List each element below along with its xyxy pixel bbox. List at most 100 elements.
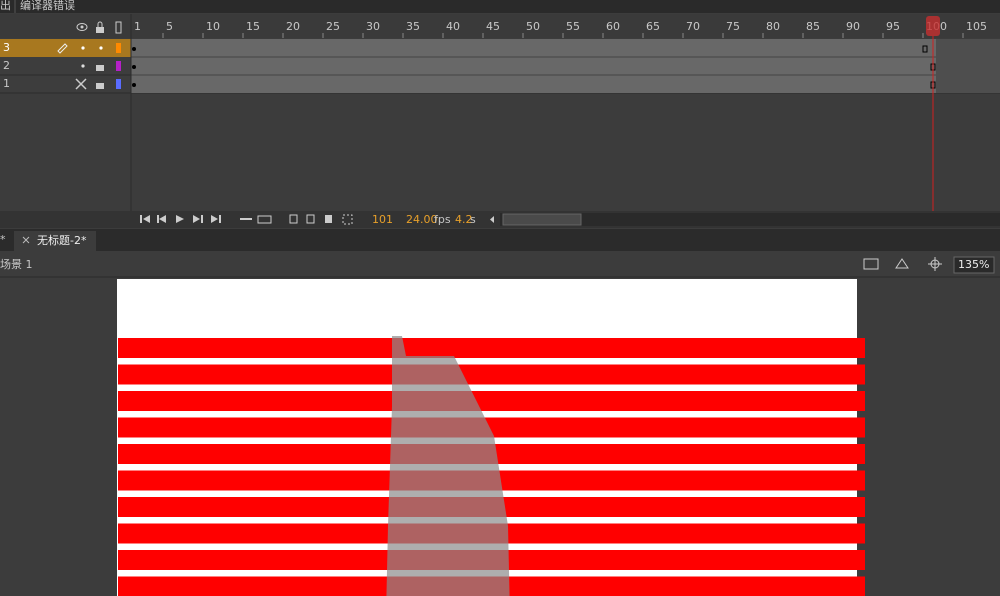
visible-dot[interactable] [81, 64, 85, 68]
lock-icon[interactable] [96, 83, 104, 89]
lock-icon[interactable] [96, 27, 104, 33]
scene-name[interactable]: 场景 1 [0, 257, 33, 271]
step-forward-bar [201, 215, 203, 223]
keyframe [132, 47, 136, 51]
stripe [118, 417, 865, 438]
zoom-box[interactable] [953, 256, 995, 274]
tab-compiler-errors[interactable]: 编译器错误 [20, 0, 75, 12]
last-frame-bar [219, 215, 221, 223]
scene-bar [0, 251, 1000, 277]
frames-span [131, 39, 936, 93]
frame-number: 55 [566, 20, 580, 33]
layer-name[interactable]: 3 [3, 41, 10, 54]
frame-number: 85 [806, 20, 820, 33]
elapsed-time[interactable]: 4.2 [455, 213, 473, 226]
stripe [118, 391, 865, 411]
keyframe [132, 83, 136, 87]
frame-number: 80 [766, 20, 780, 33]
first-frame-arrow [143, 215, 150, 223]
layer-color[interactable] [116, 61, 121, 71]
layer-name[interactable]: 2 [3, 59, 10, 72]
last-frame[interactable] [211, 215, 218, 223]
edit-multiple[interactable] [325, 215, 332, 223]
scroll-left[interactable] [490, 216, 494, 223]
eye-pupil [80, 25, 84, 29]
top-strip [0, 0, 1000, 13]
frame-number: 40 [446, 20, 460, 33]
frame-number: 20 [286, 20, 300, 33]
layer-row[interactable] [0, 75, 131, 93]
timeline-header [0, 14, 1000, 38]
frame-number: 25 [326, 20, 340, 33]
frame-number: 105 [966, 20, 987, 33]
frame-number: 10 [206, 20, 220, 33]
stripe [118, 338, 865, 358]
eye-icon[interactable] [76, 23, 88, 31]
playhead-handle[interactable] [926, 16, 940, 36]
play[interactable] [176, 215, 184, 223]
active-doc-tab[interactable] [14, 231, 96, 251]
frame-number: 30 [366, 20, 380, 33]
first-frame[interactable] [140, 215, 142, 223]
frame-number: 70 [686, 20, 700, 33]
end-frame [922, 45, 928, 53]
lock-dot[interactable] [99, 46, 103, 50]
layer-name[interactable]: 1 [3, 77, 10, 90]
playback-controls [140, 214, 353, 225]
frame-number: 50 [526, 20, 540, 33]
step-forward[interactable] [193, 215, 200, 223]
current-frame[interactable]: 101 [372, 213, 393, 226]
fps-unit: fps [434, 213, 451, 226]
layer-color[interactable] [116, 43, 121, 53]
scroll-track [500, 213, 1000, 226]
frame-number: 15 [246, 20, 260, 33]
doc-tab-bar [0, 229, 1000, 251]
center-frame[interactable] [240, 218, 252, 220]
frame-number: 90 [846, 20, 860, 33]
step-back[interactable] [159, 215, 166, 223]
frame-number: 5 [166, 20, 173, 33]
bottle-shape [386, 336, 510, 596]
pencil-icon [57, 43, 68, 54]
frame-number: 35 [406, 20, 420, 33]
frame-number: 95 [886, 20, 900, 33]
onion-outline[interactable] [306, 214, 315, 224]
visible-dot[interactable] [81, 46, 85, 50]
doc-tab[interactable]: * [0, 233, 6, 246]
layer-icons [57, 43, 121, 90]
frame-number: 1 [134, 20, 141, 33]
step-back-bar [157, 215, 159, 223]
lock-shackle [97, 21, 103, 27]
hidden-x[interactable] [75, 78, 87, 90]
empty-frames [936, 39, 1000, 93]
frame-number: 60 [606, 20, 620, 33]
edit-scene[interactable] [863, 258, 879, 270]
frame-number: 45 [486, 20, 500, 33]
onion-skin[interactable] [289, 214, 298, 224]
onion-markers[interactable] [342, 214, 353, 225]
layer-color[interactable] [116, 79, 121, 89]
stripe [118, 364, 865, 385]
scene-tools [863, 257, 942, 271]
frame-number: 75 [726, 20, 740, 33]
header-icons [76, 21, 122, 34]
lock-icon[interactable] [96, 65, 104, 71]
frame-ruler: 1 5 10 15 20 25 30 35 40 45 50 55 60 65 70 75 80 85 90 95 10… [130, 20, 987, 38]
time-unit: s [470, 213, 476, 226]
tab-output[interactable]: 出 [0, 0, 11, 12]
frame-cells [131, 39, 1000, 93]
scroll-thumb[interactable] [502, 213, 582, 226]
zoom-level[interactable]: 135% [958, 258, 989, 271]
close-tab[interactable] [22, 236, 30, 244]
edit-symbol[interactable] [895, 258, 909, 269]
loop[interactable] [257, 215, 272, 224]
frame-number: 65 [646, 20, 660, 33]
layer-row[interactable] [0, 57, 131, 75]
frame-rate[interactable]: 24.00 [406, 213, 438, 226]
outline-icon[interactable] [115, 21, 122, 34]
center-stage-cross [928, 257, 942, 271]
doc-tab[interactable]: 无标题-2* [37, 233, 87, 247]
keyframe [132, 65, 136, 69]
